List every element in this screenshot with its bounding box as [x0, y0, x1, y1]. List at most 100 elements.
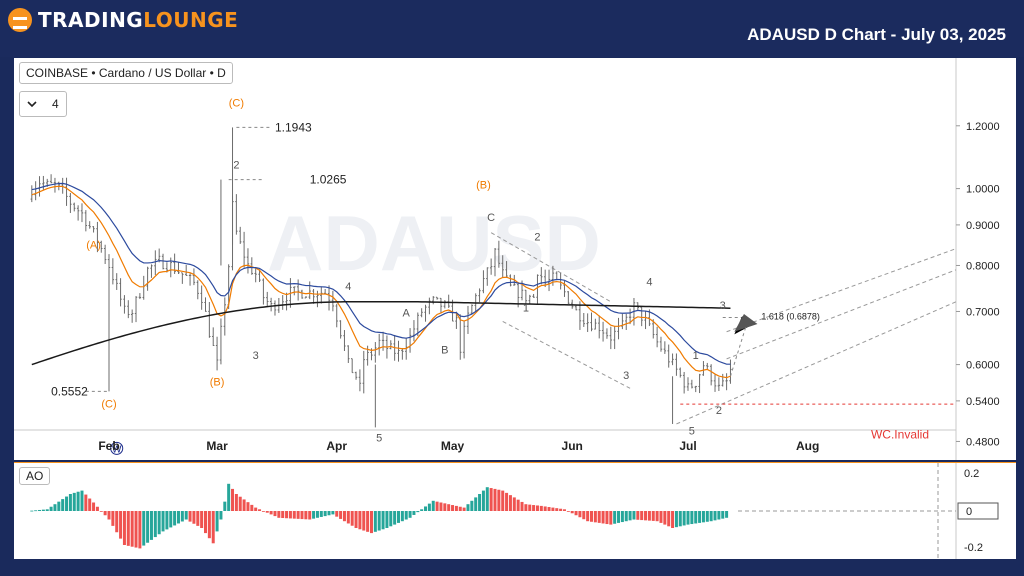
- ao-bar: [597, 511, 601, 523]
- ao-bar: [281, 511, 285, 519]
- ao-bar: [366, 511, 370, 532]
- wave-label: 3: [720, 300, 726, 312]
- ao-panel[interactable]: 0.2 0 -0.2 AO: [14, 462, 1016, 559]
- logo-icon: [8, 8, 32, 32]
- ao-bar: [663, 511, 667, 525]
- ao-bar: [582, 511, 586, 520]
- ao-bar: [173, 511, 177, 526]
- ao-bar: [250, 504, 254, 511]
- ao-bar: [605, 511, 609, 525]
- price-panel[interactable]: ADAUSD 1.1943 1.0265 0.5552 1.618 (0.6878) W…: [14, 58, 1016, 460]
- ao-bar: [624, 511, 628, 522]
- ao-bar: [296, 511, 300, 519]
- wave-label: A: [403, 307, 411, 319]
- price-note-label: 1.0265: [310, 173, 347, 187]
- ao-bar: [219, 511, 223, 520]
- ao-bar: [717, 511, 721, 520]
- ao-bar: [651, 511, 655, 521]
- ao-bar: [204, 511, 207, 534]
- wave-label: (B): [476, 180, 491, 192]
- ao-bar: [369, 511, 373, 534]
- ao-bar: [53, 504, 57, 511]
- ao-bar: [424, 506, 428, 511]
- ao-bar: [165, 511, 169, 530]
- indicator-count: 4: [51, 97, 59, 111]
- ao-bar: [362, 511, 366, 531]
- wave-label: C: [487, 212, 495, 224]
- ao-bar: [400, 511, 404, 522]
- ao-bar: [516, 499, 520, 511]
- wave-label: 5: [689, 425, 695, 437]
- wave-label: 5: [376, 432, 382, 444]
- ao-bar: [532, 505, 536, 511]
- wave-label: 2: [534, 232, 540, 244]
- wave-circle: [110, 441, 124, 455]
- ao-bar: [196, 511, 200, 526]
- symbol-legend[interactable]: COINBASE • Cardano / US Dollar • D: [19, 62, 233, 84]
- ao-bar: [713, 511, 717, 521]
- ao-bar: [265, 511, 269, 513]
- wave-label: B: [441, 344, 448, 356]
- ao-bar: [76, 491, 80, 511]
- ao-bar: [574, 511, 578, 516]
- ao-bar: [80, 490, 84, 511]
- symbol-label: COINBASE • Cardano / US Dollar • D: [26, 66, 226, 80]
- wave-label: 3: [253, 350, 259, 362]
- ao-bar: [84, 494, 88, 511]
- wave-channel-upper: [490, 232, 612, 303]
- ema-fast-line: [31, 185, 731, 379]
- indicator-toggle[interactable]: 4: [19, 91, 67, 117]
- ao-tick-pos: 0.2: [964, 468, 979, 480]
- ao-bar: [397, 511, 400, 523]
- ao-bar: [107, 511, 111, 520]
- ao-bar: [30, 510, 34, 512]
- wave-label: (C): [101, 398, 116, 410]
- wave-label: W: [112, 444, 122, 455]
- ao-bar: [659, 511, 663, 523]
- ao-bar: [130, 511, 134, 547]
- ao-bar: [628, 511, 632, 521]
- ao-bar: [346, 511, 350, 524]
- ao-bar: [169, 511, 173, 528]
- chevron-down-icon[interactable]: [27, 97, 37, 111]
- ao-bar: [95, 506, 99, 511]
- ao-bar: [246, 502, 250, 511]
- wave-label: 1: [523, 302, 529, 314]
- brand-part2: LOUNGE: [143, 8, 239, 32]
- ao-bar: [617, 511, 621, 523]
- ema-slow-line: [31, 182, 731, 365]
- ao-bar: [49, 506, 53, 511]
- ao-bar: [485, 487, 489, 511]
- ao-bar: [200, 511, 204, 528]
- annotations: 1.1943 1.0265 0.5552 1.618 (0.6878) WC.Inval…: [51, 120, 956, 441]
- ao-bar: [671, 511, 675, 528]
- projection-channel-upper: [726, 248, 957, 333]
- ao-bar: [350, 511, 354, 526]
- ao-bar: [238, 496, 242, 511]
- ao-bar: [505, 492, 509, 511]
- ao-bar: [609, 511, 613, 525]
- chart-title: ADAUSD D Chart - July 03, 2025: [747, 25, 1006, 44]
- ao-bar: [682, 511, 686, 526]
- ao-bar: [481, 490, 485, 511]
- fib-label: 1.618 (0.6878): [761, 312, 820, 322]
- sma-long-line: [31, 301, 731, 366]
- ao-tick-neg: -0.2: [964, 542, 983, 554]
- ao-bar: [88, 498, 92, 511]
- ao-bar: [678, 511, 682, 527]
- ao-bar: [408, 511, 412, 518]
- ao-bar: [451, 505, 455, 511]
- ao-bar: [300, 511, 304, 520]
- ao-bar: [122, 511, 126, 545]
- ao-bar: [277, 511, 281, 518]
- ao-bar: [420, 509, 424, 511]
- ao-bar: [667, 511, 671, 527]
- projection-path: [729, 326, 747, 377]
- time-tick-label: Aug: [796, 439, 819, 453]
- ao-bar: [273, 511, 277, 517]
- ao-bar: [157, 511, 161, 535]
- wave-label: (A): [86, 240, 101, 252]
- price-chart: ADAUSD 1.1943 1.0265 0.5552 1.618 (0.6878) W…: [14, 58, 1000, 460]
- ao-bar: [149, 511, 153, 540]
- ao-bar: [535, 505, 539, 511]
